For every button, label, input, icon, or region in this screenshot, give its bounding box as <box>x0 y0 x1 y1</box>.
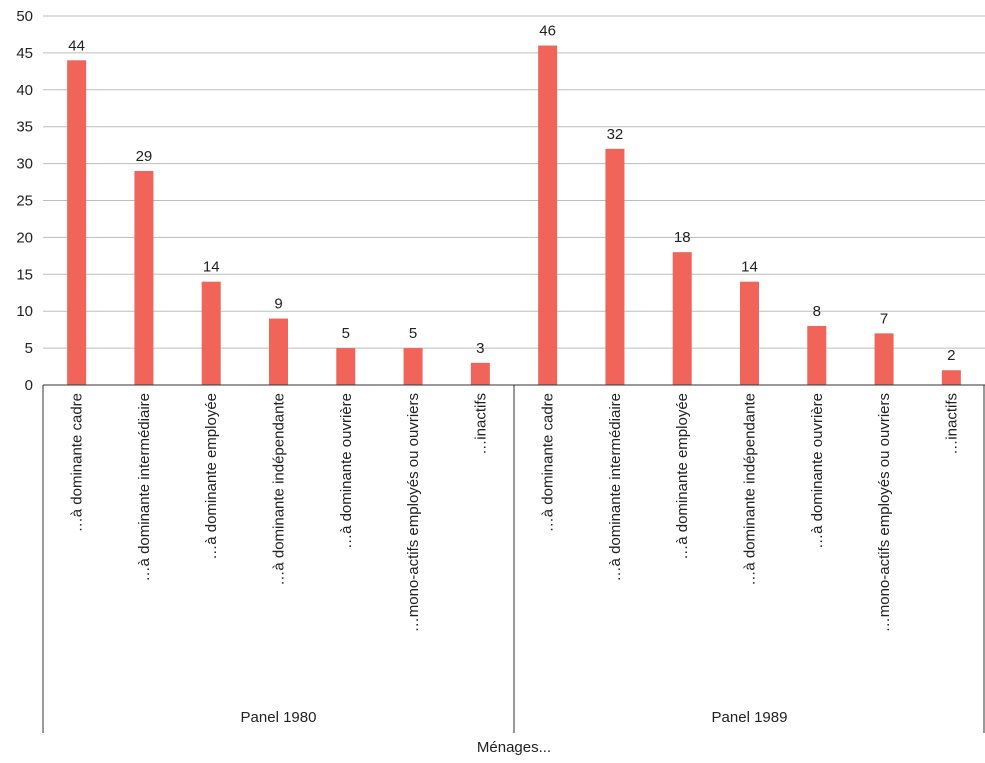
bar <box>470 362 490 385</box>
y-tick-label: 45 <box>16 45 33 62</box>
bar <box>874 333 894 385</box>
data-label: 44 <box>68 37 85 54</box>
data-label: 2 <box>947 347 955 364</box>
category-label: …à dominante ouvrière <box>809 393 826 549</box>
data-label: 9 <box>274 296 282 313</box>
bars <box>67 45 961 386</box>
category-label: …à dominante employée <box>203 393 220 560</box>
bar <box>941 370 961 385</box>
category-label: …à dominante cadre <box>540 393 557 532</box>
category-labels: …à dominante cadre …à dominante intermédi… <box>69 393 961 632</box>
bar <box>605 148 625 385</box>
category-label: …à dominante intermédiaire <box>136 393 153 581</box>
y-tick-label: 35 <box>16 119 33 136</box>
data-label: 7 <box>880 310 888 327</box>
category-axis-frame <box>42 384 985 733</box>
category-label: …inactifs <box>943 393 960 455</box>
category-label: …mono-actifs employés ou ouvriers <box>876 393 893 632</box>
group-label: Panel 1989 <box>712 709 788 726</box>
category-label: …à dominante cadre <box>69 393 86 532</box>
data-labels: 44 29 14 9 5 5 3 46 32 18 14 8 7 2 <box>68 23 955 365</box>
bar <box>740 281 759 385</box>
category-label: …mono-actifs employés ou ouvriers <box>405 393 422 632</box>
bar <box>269 318 288 385</box>
y-tick-label: 0 <box>25 377 33 394</box>
y-tick-label: 25 <box>16 193 33 210</box>
bar <box>403 348 423 385</box>
bar <box>538 45 558 386</box>
category-label: …à dominante ouvrière <box>338 393 355 549</box>
data-label: 46 <box>539 23 556 40</box>
data-label: 14 <box>203 259 220 276</box>
group-labels: Panel 1980 Panel 1989 <box>241 709 788 726</box>
data-label: 18 <box>674 229 691 246</box>
y-axis-ticks: 0 5 10 15 20 25 30 35 40 45 50 <box>16 8 33 394</box>
y-tick-label: 15 <box>16 266 33 283</box>
bar <box>807 325 827 385</box>
data-label: 8 <box>813 303 821 320</box>
y-tick-label: 20 <box>16 229 33 246</box>
data-label: 32 <box>607 126 624 143</box>
data-label: 3 <box>476 340 484 357</box>
data-label: 29 <box>136 148 153 165</box>
bar <box>672 252 692 385</box>
x-axis-title: Ménages... <box>477 739 551 756</box>
category-label: …à dominante indépendante <box>742 393 759 586</box>
data-label: 5 <box>342 325 350 342</box>
gridlines <box>43 15 985 349</box>
data-label: 5 <box>409 325 417 342</box>
category-label: …à dominante employée <box>674 393 691 560</box>
bar <box>67 60 87 385</box>
y-tick-label: 30 <box>16 156 33 173</box>
category-label: …inactifs <box>472 393 489 455</box>
y-tick-label: 5 <box>25 340 33 357</box>
bar <box>336 348 356 385</box>
category-label: …à dominante indépendante <box>271 393 288 586</box>
group-label: Panel 1980 <box>241 709 317 726</box>
y-tick-label: 40 <box>16 82 33 99</box>
category-label: …à dominante intermédiaire <box>607 393 624 581</box>
data-label: 14 <box>741 259 758 276</box>
bar <box>201 281 221 385</box>
bar <box>134 170 154 385</box>
y-tick-label: 10 <box>16 303 33 320</box>
y-tick-label: 50 <box>16 8 33 25</box>
